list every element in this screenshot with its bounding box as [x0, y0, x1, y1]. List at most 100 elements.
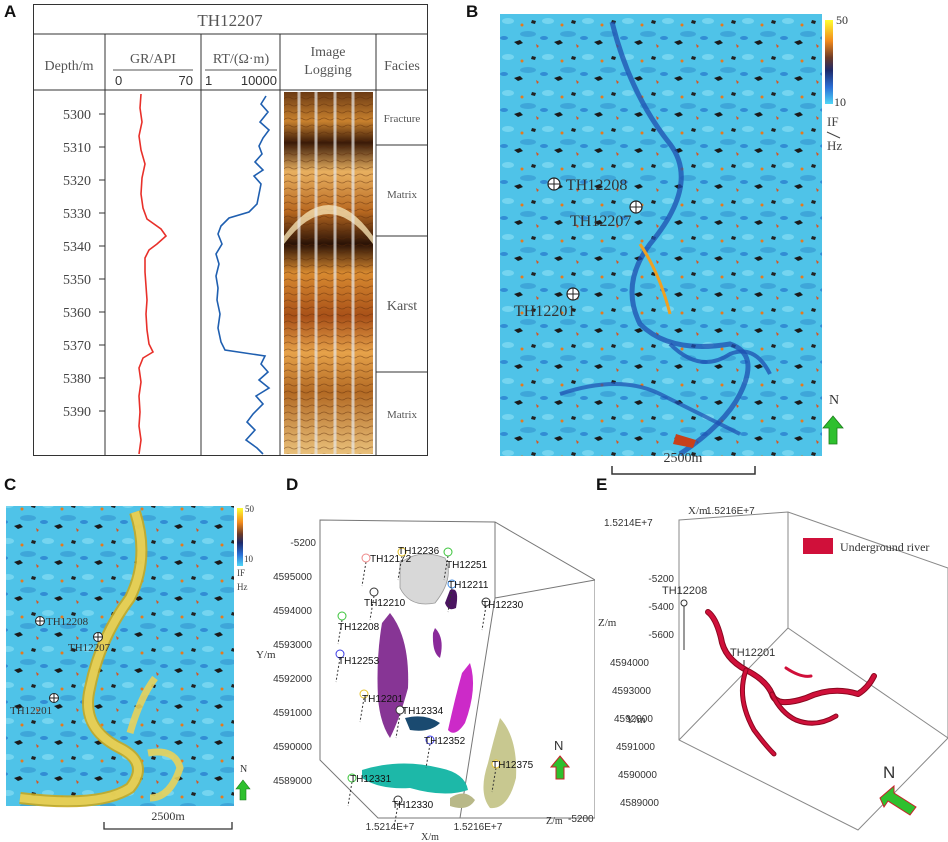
depth-tick: 5300 [63, 108, 91, 123]
depth-tick: 5380 [63, 372, 91, 387]
scale-bar-b [611, 466, 756, 475]
x-label-e: X/m [688, 505, 708, 517]
well-label-d: TH12201 [362, 694, 404, 705]
north-arrow-icon-b [822, 415, 844, 445]
image-header-2: Logging [304, 63, 351, 78]
well-label-th12208-e: TH12208 [662, 585, 707, 597]
z-tick-left-d: -5200 [290, 538, 316, 549]
y-tick-d: 4591000 [273, 708, 312, 719]
well-label-d: TH12334 [402, 706, 444, 717]
north-label-d: N [554, 738, 563, 753]
x-tick-e-1: 1.5216E+7 [706, 506, 755, 517]
well-label-th12208-b: TH12208 [566, 177, 627, 194]
y-tick-d: 4589000 [273, 776, 312, 787]
well-marker-c-th12201: TH12201 [10, 693, 59, 717]
legend-swatch-river [803, 538, 833, 554]
z-tick-e: -5600 [648, 630, 674, 641]
well-marker-d: TH12210 [364, 587, 406, 621]
well-label-d: TH12331 [350, 774, 392, 785]
z-label-e: Z/m [598, 617, 617, 629]
z-axis-e: -5200 -5400 -5600 [648, 574, 674, 641]
y-tick-e: 4589000 [620, 798, 659, 809]
y-tick-d: 4594000 [273, 606, 312, 617]
well-marker-d: TH12230 [481, 597, 524, 631]
rt-max: 10000 [241, 73, 277, 88]
depth-tick: 5360 [63, 306, 91, 321]
legend-label-river: Underground river [840, 540, 929, 554]
depth-tick: 5340 [63, 240, 91, 255]
colorbar-min-b: 10 [834, 95, 846, 109]
colorbar-unit-b-1: IF [827, 114, 839, 129]
colorbar-max-b: 50 [836, 14, 848, 27]
y-tick-e: 4594000 [610, 658, 649, 669]
well-label-d: TH12172 [370, 554, 412, 565]
well-log-panel: TH12207 Depth/m GR/API 0 70 RT/(Ω·m) 1 1… [33, 4, 428, 456]
well-label-d: TH12211 [448, 580, 489, 591]
north-label-c: N [240, 764, 247, 775]
panel-label-b: B [466, 2, 479, 21]
y-axis-d: 4595000 4594000 4593000 4592000 4591000 45900… [273, 572, 312, 787]
facies-matrix-upper: Matrix [387, 189, 417, 201]
facies-karst: Karst [387, 299, 417, 314]
y-tick-e: 4590000 [618, 770, 657, 781]
well-label-th12201-c: TH12201 [10, 705, 52, 717]
north-arrow-icon-e [879, 784, 917, 816]
panel-label-c: C [4, 475, 17, 494]
y-tick-d: 4592000 [273, 674, 312, 685]
well-marker-d: TH12251 [443, 547, 488, 581]
north-arrow-icon-c [235, 779, 251, 801]
scale-label-b: 2500m [664, 451, 703, 466]
well-label-th12208-c: TH12208 [46, 616, 89, 628]
x-tick-e-2: 1.5214E+7 [604, 518, 653, 529]
well-label-d: TH12251 [446, 560, 488, 571]
z-tick-right-d: -5200 [568, 814, 594, 825]
well-marker-d: TH12201 [359, 689, 404, 723]
well-marker-d: TH12236 [397, 546, 440, 581]
colorbar-min-c: 10 [244, 554, 254, 564]
z-tick-e: -5400 [648, 602, 674, 613]
facies-header: Facies [384, 59, 420, 74]
well-marker-d: TH12330 [392, 795, 434, 829]
rt-curve [215, 95, 271, 455]
depth-tick: 5320 [63, 174, 91, 189]
y-tick-d: 4595000 [273, 572, 312, 583]
well-name: TH12207 [197, 11, 263, 30]
well-marker-d: TH12208 [337, 611, 380, 645]
x-tick-d-1: 1.5214E+7 [366, 822, 415, 833]
depth-tick: 5310 [63, 141, 91, 156]
panel-label-d: D [286, 475, 299, 494]
scale-label-c: 2500m [151, 809, 185, 823]
x-tick-d-2: 1.5216E+7 [454, 822, 503, 833]
well-marker-d: TH12172 [361, 553, 412, 587]
well-label-d: TH12352 [424, 736, 466, 747]
well-marker-th12207: TH12207 [570, 200, 643, 230]
colorbar-unit-c-2: Hz [237, 582, 248, 592]
colorbar-unit-b-2: Hz [827, 138, 842, 153]
attribute-map-c: 50 10 IF Hz TH12208 TH12207 TH12201 N 25… [6, 504, 255, 830]
attribute-map-b: 50 10 IF Hz TH12208 TH12207 TH12201 N 25… [500, 14, 848, 475]
depth-tick: 5370 [63, 339, 91, 354]
depth-axis: 5300 5310 5320 5330 5340 5350 5360 5370 5380 5390 [63, 108, 105, 420]
gr-max: 70 [179, 73, 193, 88]
depth-tick: 5390 [63, 405, 91, 420]
well-label-d: TH12375 [492, 760, 534, 771]
well-label-th12207-c: TH12207 [68, 642, 111, 654]
depth-header: Depth/m [45, 59, 94, 74]
colorbar-max-c: 50 [245, 504, 255, 514]
north-label-b: N [829, 393, 839, 408]
well-marker-d: TH12211 [447, 579, 489, 613]
panel-label-e: E [596, 475, 608, 494]
well-marker-c-th12207: TH12207 [68, 632, 111, 654]
well-label-d: TH12236 [398, 546, 440, 557]
well-label-d: TH12208 [338, 622, 380, 633]
facies-fracture: Fracture [384, 113, 421, 125]
y-tick-e: 4593000 [612, 686, 651, 697]
z-tick-e: -5200 [648, 574, 674, 585]
gr-min: 0 [115, 73, 122, 88]
well-marker-d: TH12334 [395, 705, 444, 739]
well-marker-d: TH12331 [347, 773, 392, 807]
y-label-e: Y/m [626, 714, 646, 726]
perspective-view-e: Underground river X/m 1.5216E+7 1.5214E+… [598, 505, 948, 831]
x-label-d: X/m [421, 832, 439, 842]
well-label-th12207-b: TH12207 [570, 213, 631, 230]
